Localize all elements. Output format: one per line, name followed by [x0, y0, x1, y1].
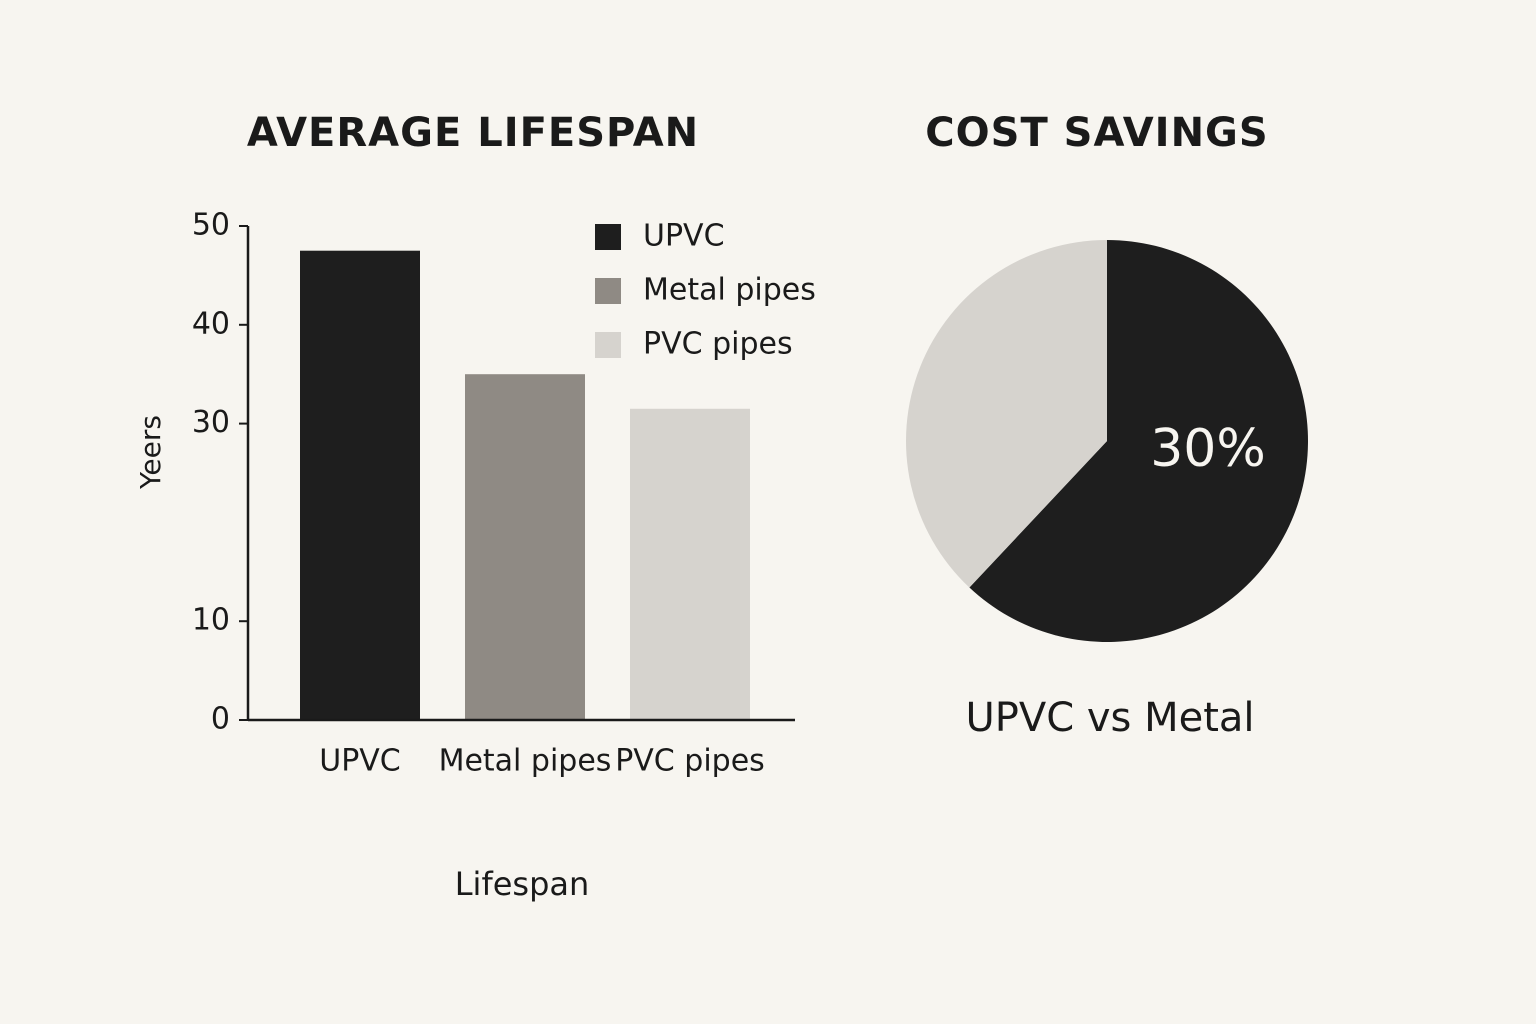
annotation: 30%: [1150, 419, 1266, 479]
legend-label: Metal pipes: [643, 273, 816, 308]
y-axis-label: Yeers: [134, 415, 167, 490]
legend-swatch: [595, 332, 621, 358]
legend-swatch: [595, 278, 621, 304]
legend-label: PVC pipes: [643, 327, 793, 362]
chart-title: AVERAGE LIFESPAN: [247, 110, 699, 156]
legend-swatch: [595, 224, 621, 250]
y-tick-label: 0: [211, 702, 230, 737]
x-tick-label: Metal pipes: [439, 744, 612, 779]
legend-label: UPVC: [643, 219, 725, 254]
y-tick-label: 40: [192, 306, 230, 341]
chart-title: COST SAVINGS: [925, 110, 1268, 156]
bar: [300, 250, 420, 720]
pie-slice: [905, 239, 1107, 588]
pie-slice: [969, 240, 1308, 642]
x-axis-label: Lifespan: [455, 865, 590, 903]
bar: [630, 408, 750, 720]
subtitle: UPVC vs Metal: [965, 695, 1254, 741]
x-tick-label: UPVC: [319, 744, 401, 779]
y-tick-label: 30: [192, 405, 230, 440]
y-tick-label: 50: [192, 208, 230, 243]
bar: [465, 374, 585, 720]
y-tick-label: 10: [192, 603, 230, 638]
x-tick-label: PVC pipes: [615, 744, 765, 779]
